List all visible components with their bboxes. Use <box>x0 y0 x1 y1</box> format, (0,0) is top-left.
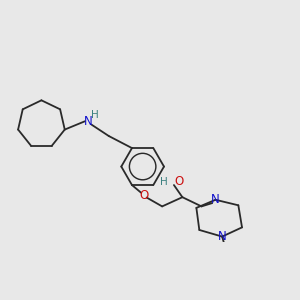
Text: O: O <box>139 189 148 202</box>
Text: N: N <box>218 230 226 243</box>
Text: O: O <box>174 175 183 188</box>
Text: N: N <box>211 193 220 206</box>
Text: H: H <box>91 110 99 120</box>
Text: H: H <box>160 177 168 187</box>
Text: N: N <box>84 115 92 128</box>
